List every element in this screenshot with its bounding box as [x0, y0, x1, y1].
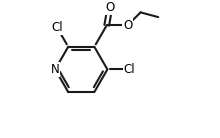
Text: Cl: Cl — [51, 21, 63, 34]
Text: N: N — [51, 63, 60, 76]
Text: O: O — [123, 19, 132, 32]
Text: Cl: Cl — [124, 63, 135, 76]
Text: O: O — [105, 1, 115, 14]
